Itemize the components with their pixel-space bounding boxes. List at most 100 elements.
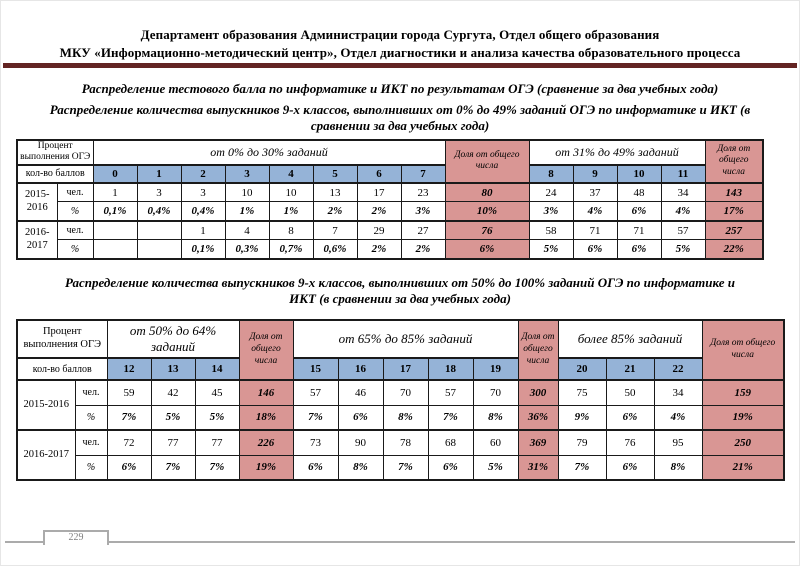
percent-value-cell: 0,7% bbox=[268, 239, 314, 260]
percent-value-cell: 5% bbox=[528, 239, 574, 260]
score-column-header: 5 bbox=[312, 164, 358, 184]
people-share-cell: 226 bbox=[238, 429, 294, 456]
percent-value-cell: 6% bbox=[616, 239, 662, 260]
percent-value-cell: 0,1% bbox=[180, 239, 226, 260]
table1-title: Распределение количества выпускников 9-х… bbox=[49, 102, 751, 133]
percent-value-cell: 6% bbox=[292, 454, 339, 481]
percent-share-cell: 19% bbox=[701, 404, 785, 431]
people-share-cell: 257 bbox=[704, 219, 764, 241]
percent-value-cell: 4% bbox=[660, 201, 706, 222]
percent-share-cell: 10% bbox=[444, 201, 530, 222]
people-value-cell: 7 bbox=[312, 219, 358, 241]
people-value-cell: 71 bbox=[616, 219, 662, 241]
people-value-cell: 3 bbox=[136, 181, 182, 203]
score-column-header: 20 bbox=[557, 357, 607, 381]
score-column-header: 9 bbox=[572, 164, 618, 184]
percent-value-cell: 8% bbox=[472, 404, 519, 431]
score-column-header: 6 bbox=[356, 164, 402, 184]
people-value-cell: 13 bbox=[312, 181, 358, 203]
people-share-cell: 159 bbox=[701, 379, 785, 406]
percent-share-cell: 36% bbox=[517, 404, 559, 431]
header-divider-bar bbox=[3, 63, 797, 68]
percent-value-cell: 3% bbox=[528, 201, 574, 222]
people-value-cell: 8 bbox=[268, 219, 314, 241]
scores-row-label: кол-во баллов bbox=[16, 357, 108, 381]
table1-container: Процент выполнения ОГЭ от 0% до 30% задан… bbox=[16, 139, 764, 260]
year-label: 2016-2017 bbox=[16, 219, 58, 260]
score-column-header: 14 bbox=[194, 357, 240, 381]
score-column-header: 0 bbox=[92, 164, 138, 184]
people-value-cell: 17 bbox=[356, 181, 402, 203]
people-value-cell: 46 bbox=[337, 379, 384, 406]
people-value-cell: 68 bbox=[427, 429, 474, 456]
share-column-header: Доля от общего числа bbox=[444, 139, 530, 184]
score-column-header: 15 bbox=[292, 357, 339, 381]
people-value-cell: 60 bbox=[472, 429, 519, 456]
score-column-header: 19 bbox=[472, 357, 519, 381]
share-column-header: Доля от общего числа bbox=[701, 319, 785, 381]
people-value-cell: 57 bbox=[660, 219, 706, 241]
group-title: более 85% заданий bbox=[557, 319, 703, 359]
percent-value-cell: 6% bbox=[605, 454, 655, 481]
people-value-cell: 79 bbox=[557, 429, 607, 456]
people-value-cell: 78 bbox=[382, 429, 429, 456]
people-value-cell: 72 bbox=[106, 429, 152, 456]
people-value-cell: 34 bbox=[653, 379, 703, 406]
percent-share-cell: 21% bbox=[701, 454, 785, 481]
percent-value-cell: 9% bbox=[557, 404, 607, 431]
footer-rule bbox=[5, 541, 795, 543]
percent-value-cell: 7% bbox=[150, 454, 196, 481]
ogee-results-table-0-49: Процент выполнения ОГЭ от 0% до 30% задан… bbox=[16, 139, 764, 260]
percent-value-cell: 2% bbox=[356, 201, 402, 222]
people-value-cell: 27 bbox=[400, 219, 446, 241]
people-value-cell: 48 bbox=[616, 181, 662, 203]
document-title: Распределение тестового балла по информа… bbox=[81, 81, 719, 96]
score-column-header: 7 bbox=[400, 164, 446, 184]
percent-value-cell: 0,6% bbox=[312, 239, 358, 260]
score-column-header: 16 bbox=[337, 357, 384, 381]
people-value-cell: 37 bbox=[572, 181, 618, 203]
percent-value-cell: 8% bbox=[382, 404, 429, 431]
people-value-cell: 77 bbox=[150, 429, 196, 456]
group-title: от 31% до 49% заданий bbox=[528, 139, 706, 166]
people-row-label: чел. bbox=[74, 379, 108, 406]
people-value-cell: 90 bbox=[337, 429, 384, 456]
table2-container: Процент выполнения ОГЭ от 50% до 64% зада… bbox=[16, 319, 785, 481]
score-column-header: 4 bbox=[268, 164, 314, 184]
percent-value-cell: 7% bbox=[292, 404, 339, 431]
people-share-cell: 143 bbox=[704, 181, 764, 203]
people-value-cell: 29 bbox=[356, 219, 402, 241]
score-column-header: 17 bbox=[382, 357, 429, 381]
percent-value-cell: 1% bbox=[224, 201, 270, 222]
percent-value-cell: 0,3% bbox=[224, 239, 270, 260]
people-value-cell: 70 bbox=[472, 379, 519, 406]
people-share-cell: 300 bbox=[517, 379, 559, 406]
group-title: от 65% до 85% заданий bbox=[292, 319, 519, 359]
percent-value-cell: 6% bbox=[427, 454, 474, 481]
percent-value-cell: 7% bbox=[427, 404, 474, 431]
score-column-header: 1 bbox=[136, 164, 182, 184]
year-label: 2015-2016 bbox=[16, 181, 58, 222]
percent-row-label: % bbox=[74, 454, 108, 481]
people-value-cell: 70 bbox=[382, 379, 429, 406]
score-column-header: 22 bbox=[653, 357, 703, 381]
score-column-header: 3 bbox=[224, 164, 270, 184]
share-column-header: Доля от общего числа bbox=[238, 319, 294, 381]
percent-value-cell: 0,4% bbox=[180, 201, 226, 222]
people-value-cell: 71 bbox=[572, 219, 618, 241]
people-value-cell: 1 bbox=[92, 181, 138, 203]
percent-value-cell: 7% bbox=[382, 454, 429, 481]
people-value-cell: 77 bbox=[194, 429, 240, 456]
percent-value-cell bbox=[92, 239, 138, 260]
score-column-header: 18 bbox=[427, 357, 474, 381]
people-value-cell: 3 bbox=[180, 181, 226, 203]
people-value-cell bbox=[136, 219, 182, 241]
score-column-header: 10 bbox=[616, 164, 662, 184]
people-row-label: чел. bbox=[74, 429, 108, 456]
corner-header: Процент выполнения ОГЭ bbox=[16, 139, 94, 166]
group-title: от 0% до 30% заданий bbox=[92, 139, 446, 166]
people-value-cell: 76 bbox=[605, 429, 655, 456]
percent-value-cell bbox=[136, 239, 182, 260]
percent-value-cell: 5% bbox=[660, 239, 706, 260]
page-number-tab: 229 bbox=[43, 530, 109, 545]
